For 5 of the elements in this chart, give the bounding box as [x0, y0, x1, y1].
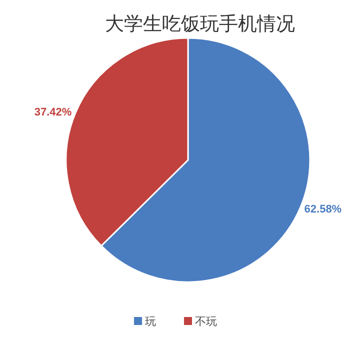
- chart-title: 大学生吃饭玩手机情况: [105, 14, 295, 35]
- legend-label: 不玩: [195, 316, 217, 328]
- legend-label: 玩: [145, 316, 156, 328]
- data-label: 37.42%: [34, 106, 72, 118]
- data-label: 62.58%: [304, 204, 342, 216]
